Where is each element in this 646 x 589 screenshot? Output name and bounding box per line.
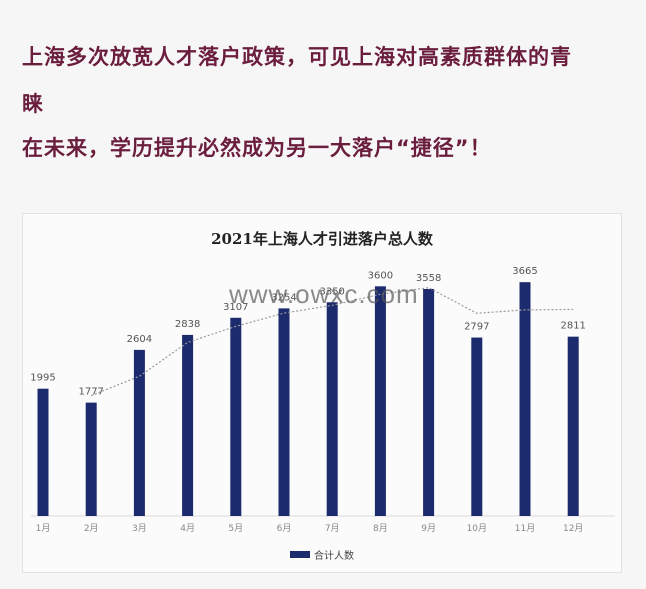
trendline [90,287,574,397]
x-tick-label: 2月 [84,523,99,534]
data-label: 3558 [416,273,441,284]
x-tick-label: 6月 [277,523,292,534]
x-tick-label: 11月 [515,523,535,534]
bar [85,402,97,516]
data-label: 3254 [271,292,296,303]
data-label: 2797 [464,322,489,333]
headline-line-1: 上海多次放宽人才落户政策，可见上海对高素质群体的青 [22,45,572,69]
bar [471,337,483,516]
x-tick-label: 1月 [36,523,51,534]
x-tick-label: 4月 [180,523,195,534]
headline-line-2: 睐 [22,92,44,116]
headline-line-3: 在未来，学历提升必然成为另一大落户“捷径”！ [22,136,492,160]
bar [374,286,386,516]
data-label: 2811 [560,321,585,332]
bar-chart: 1995 1月 1777 2月 2604 3月 2838 4月 3107 5月 3254 6月 3350… [30,266,615,534]
data-label: 3665 [512,266,537,277]
bar [182,334,194,516]
bar [519,282,531,516]
bar [326,302,338,516]
bar [423,288,435,516]
data-label: 1995 [30,373,55,384]
bar [230,317,242,516]
x-tick-label: 5月 [228,523,243,534]
x-tick-label: 3月 [132,523,147,534]
legend-label: 合计人数 [314,551,354,562]
data-label: 3600 [368,270,393,281]
legend-swatch-icon [290,551,310,558]
bar [37,388,49,516]
bar [567,336,579,516]
x-tick-label: 9月 [421,523,436,534]
x-tick-label: 8月 [373,523,388,534]
x-tick-label: 7月 [325,523,340,534]
bar [133,349,145,516]
data-label: 3107 [223,302,248,313]
x-tick-label: 10月 [467,523,487,534]
chart-container: 2021年上海人才引进落户总人数 1995 1月 1777 2月 2604 3月 2838 4… [22,213,622,573]
data-label: 2604 [127,334,152,345]
chart-title: 2021年上海人才引进落户总人数 [211,230,433,248]
data-label: 3350 [319,286,344,297]
watermark-text: www.owxc.com [229,279,419,309]
x-tick-label: 12月 [563,523,583,534]
data-label: 2838 [175,319,200,330]
bar [278,308,290,516]
data-label: 1777 [78,387,103,398]
chart-legend: 合计人数 [23,547,621,562]
